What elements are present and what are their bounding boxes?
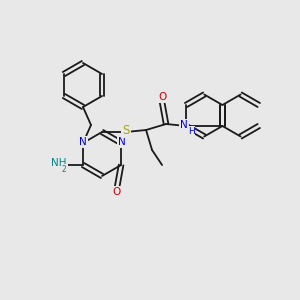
Text: O: O — [158, 92, 166, 102]
Text: H: H — [188, 127, 194, 136]
Text: N: N — [180, 120, 188, 130]
Text: O: O — [112, 187, 120, 197]
Text: N: N — [118, 137, 126, 147]
Text: S: S — [122, 124, 130, 136]
Text: 2: 2 — [61, 164, 66, 173]
Text: NH: NH — [51, 158, 67, 168]
Text: N: N — [79, 137, 87, 147]
